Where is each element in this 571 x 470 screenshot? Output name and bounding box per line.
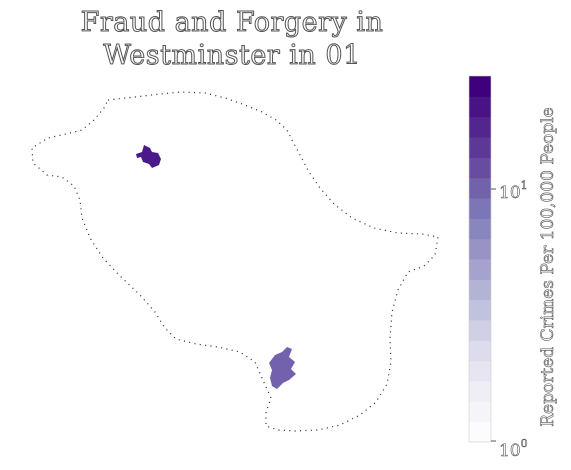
region-south <box>269 347 296 389</box>
colorbar-band <box>469 137 491 158</box>
colorbar <box>469 76 491 443</box>
colorbar-band <box>469 96 491 118</box>
colorbar-tick-1: 100 <box>499 437 528 461</box>
colorbar-band <box>469 116 491 138</box>
colorbar-band <box>469 157 491 179</box>
colorbar-band <box>469 421 491 443</box>
colorbar-band <box>469 76 491 97</box>
colorbar-band <box>469 381 491 402</box>
colorbar-band <box>469 299 491 321</box>
colorbar-label: Reported Crimes Per 100,000 People <box>538 107 559 427</box>
borough-outline <box>31 91 439 432</box>
colorbar-band <box>469 320 491 341</box>
colorbar-band <box>469 340 491 362</box>
tick-1-base: 10 <box>499 441 521 461</box>
colorbar-band <box>469 177 491 199</box>
colorbar-band <box>469 279 491 301</box>
colorbar-band <box>469 198 491 219</box>
colorbar-band <box>469 238 491 260</box>
title-line-2: Westminster in 01 <box>103 40 361 72</box>
colorbar-ticks <box>491 188 496 442</box>
tick-1-exp: 0 <box>521 437 528 450</box>
title-line-1: Fraud and Forgery in <box>80 7 384 39</box>
map-title: Fraud and Forgery in Westminster in 01 <box>62 6 402 72</box>
colorbar-band <box>469 360 491 382</box>
colorbar-tick-10: 101 <box>499 179 528 203</box>
tick-10-exp: 1 <box>521 179 528 192</box>
colorbar-band <box>469 401 491 423</box>
tick-10-base: 10 <box>499 183 521 203</box>
colorbar-band <box>469 259 491 280</box>
region-north-west <box>136 145 161 168</box>
colorbar-frame <box>468 75 492 443</box>
colorbar-band <box>469 218 491 240</box>
